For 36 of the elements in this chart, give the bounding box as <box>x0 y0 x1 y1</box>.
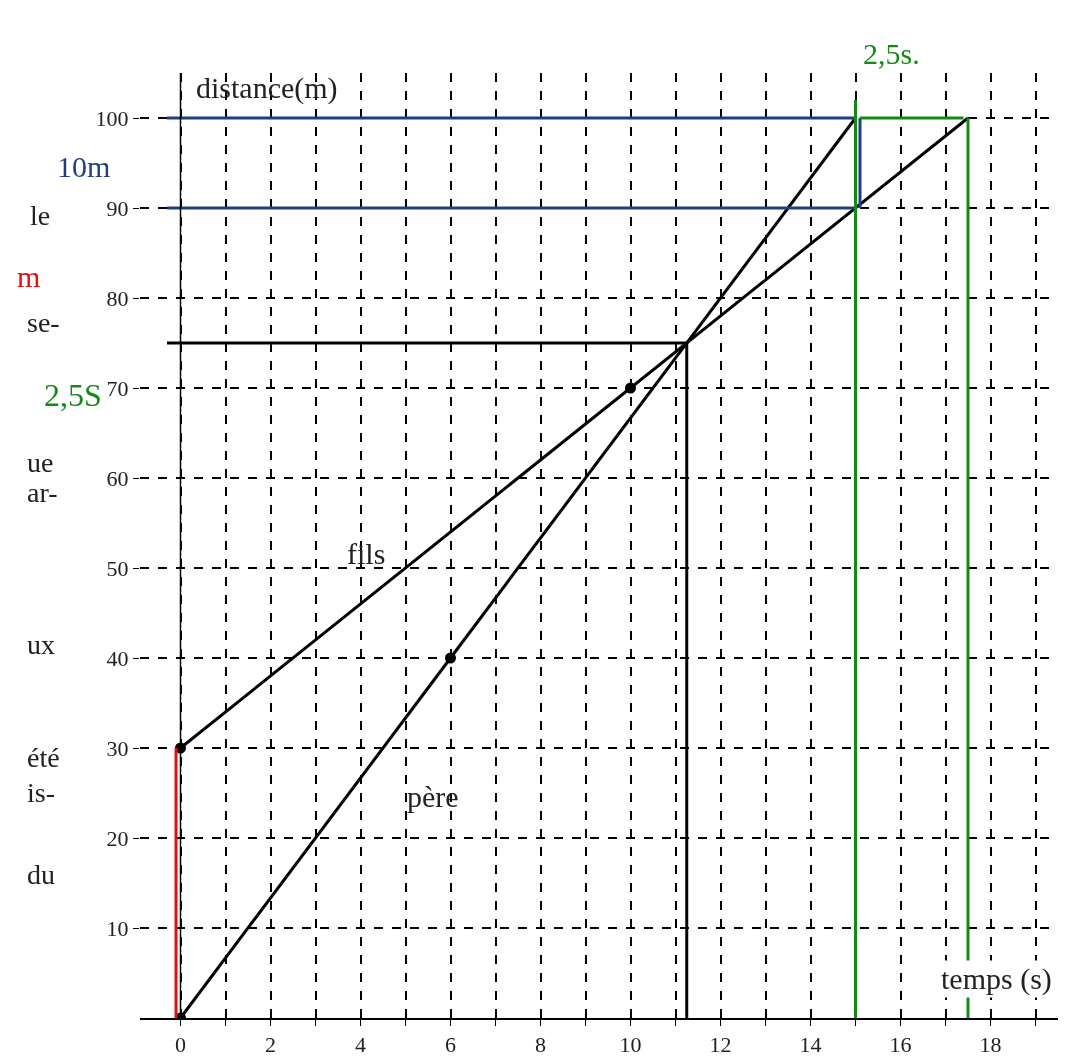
text: du <box>27 859 55 890</box>
x-tick-label: 4 <box>355 1032 366 1058</box>
x-tick-label: 12 <box>709 1032 732 1058</box>
y-tick-label: 10 <box>106 915 129 941</box>
text: été <box>27 742 60 773</box>
text: 2,5S <box>44 377 102 413</box>
text: 2,5s. <box>863 37 920 70</box>
x-tick-label: 14 <box>799 1032 822 1058</box>
y-tick-label: 60 <box>106 465 129 491</box>
x-tick-label: 2 <box>265 1032 276 1058</box>
y-tick-label: 30 <box>106 735 129 761</box>
x-tick-label: 0 <box>175 1032 186 1058</box>
text: m <box>17 260 41 293</box>
y-tick-label: 40 <box>106 645 129 671</box>
text: ar- <box>27 477 58 508</box>
y-axis-title: distance(m) <box>196 71 338 105</box>
x-tick-label: 16 <box>889 1032 912 1058</box>
text: se- <box>27 307 60 338</box>
y-tick-label: 80 <box>106 285 129 311</box>
x-tick-label: 6 <box>445 1032 456 1058</box>
annotation: fils <box>347 537 386 570</box>
y-tick-label: 100 <box>95 105 129 131</box>
x-axis-title: temps (s) <box>941 962 1052 996</box>
x-tick-label: 10 <box>619 1032 642 1058</box>
x-tick-label: 8 <box>535 1032 546 1058</box>
annotation: père <box>407 780 459 813</box>
text: is- <box>27 777 55 808</box>
text: 10m <box>57 150 111 183</box>
text: le <box>30 200 51 231</box>
y-tick-label: 90 <box>106 195 129 221</box>
text: ux <box>27 629 55 660</box>
y-tick-label: 70 <box>106 375 129 401</box>
x-tick-label: 18 <box>979 1032 1002 1058</box>
text: ue <box>27 447 54 478</box>
y-tick-label: 50 <box>106 555 129 581</box>
y-tick-label: 20 <box>106 825 129 851</box>
